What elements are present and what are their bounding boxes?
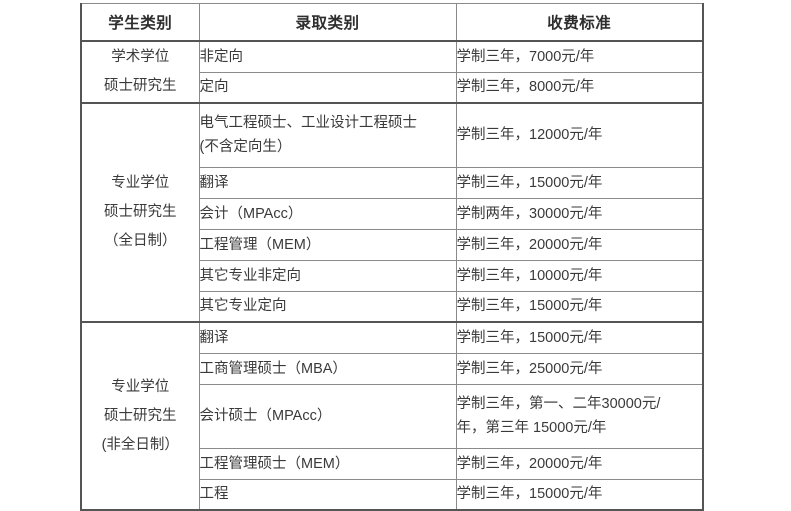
admission-category-line: 电气工程硕士、工业设计工程硕士: [199, 115, 418, 132]
student-category-cell: 专业学位硕士研究生 （全日制）: [80, 102, 200, 323]
admission-category-cell: 工程管理硕士（MEM）: [198, 447, 457, 480]
admission-category-cell: 会计（MPAcc）: [198, 197, 457, 230]
column-header-fee-standard: 收费标准: [455, 3, 704, 42]
fee-standard-cell: 学制三年，12000元/年: [455, 102, 704, 168]
admission-category-cell: 工商管理硕士（MBA）: [198, 352, 457, 385]
fee-standard-cell: 学制三年，15000元/年: [455, 290, 704, 323]
table-row: 会计硕士（MPAcc） 学制三年，第一、二年30000元/年，第三年 15000元…: [81, 383, 704, 449]
student-category-line: 硕士研究生: [104, 407, 177, 424]
student-category-cell: 专业学位硕士研究生 (非全日制）: [80, 321, 200, 511]
admission-category-cell: 翻译: [198, 166, 457, 199]
admission-category-line: 其它专业定向: [199, 298, 287, 315]
fee-standard-line: 学制三年，15000元/年: [456, 298, 603, 315]
fee-standard-cell: 学制三年，20000元/年: [455, 228, 704, 261]
fee-standard-cell: 学制三年，第一、二年30000元/年，第三年 15000元/年: [455, 383, 704, 449]
fee-standard-cell: 学制三年，10000元/年: [455, 259, 704, 292]
student-category-line: 硕士研究生: [104, 204, 177, 220]
admission-category-cell: 电气工程硕士、工业设计工程硕士 (不含定向生）: [198, 102, 457, 168]
table-row: 其它专业定向 学制三年，15000元/年: [81, 290, 704, 323]
tuition-fee-table: 学生类别 录取类别 收费标准 学术学位 硕士研究生 非定向 学制三年，7000元/年定…: [80, 3, 704, 511]
table-row: 定向 学制三年，8000元/年: [81, 71, 704, 104]
admission-category-cell: 工程: [198, 478, 457, 511]
fee-standard-cell: 学制三年，15000元/年: [455, 321, 704, 354]
table-header: 学生类别 录取类别 收费标准: [80, 3, 704, 42]
fee-standard-line: 学制三年，25000元/年: [456, 360, 603, 377]
admission-category-line: 其它专业非定向: [199, 267, 302, 284]
fee-standard-line: 学制三年，15000元/年: [456, 329, 603, 346]
admission-category-line: 工商管理硕士（MBA）: [199, 360, 347, 377]
student-category-cell: 学术学位 硕士研究生: [80, 40, 200, 104]
fee-standard-line: 学制两年，30000元/年: [456, 205, 603, 222]
student-category-line: 专业学位: [111, 378, 170, 395]
column-header-admission-category: 录取类别: [198, 3, 457, 42]
admission-category-line: 工程管理（MEM）: [199, 236, 321, 253]
student-category-line: 硕士研究生: [104, 78, 177, 94]
fee-standard-line: 学制三年，第一、二年30000元/: [456, 396, 661, 412]
admission-category-line: 翻译: [199, 174, 229, 191]
table-row: 工程管理（MEM） 学制三年，20000元/年: [81, 228, 704, 261]
fee-standard-line: 年，第三年 15000元/年: [456, 420, 607, 436]
admission-category-cell: 翻译: [198, 321, 457, 354]
student-category-line: 学术学位: [111, 49, 170, 65]
admission-category-cell: 非定向: [198, 40, 457, 73]
fee-standard-cell: 学制两年，30000元/年: [455, 197, 704, 230]
fee-standard-line: 学制三年，20000元/年: [456, 236, 603, 253]
admission-category-line: 工程管理硕士（MEM）: [199, 455, 350, 472]
admission-category-line: 翻译: [199, 329, 229, 346]
fee-standard-line: 学制三年，20000元/年: [456, 455, 603, 472]
fee-standard-line: 学制三年，15000元/年: [456, 174, 603, 191]
fee-standard-line: 学制三年，15000元/年: [456, 486, 603, 503]
fee-standard-line: 学制三年，10000元/年: [456, 267, 603, 284]
fee-standard-cell: 学制三年，7000元/年: [455, 40, 704, 73]
admission-category-line: 会计硕士（MPAcc）: [199, 408, 332, 424]
fee-standard-line: 学制三年，7000元/年: [456, 48, 595, 65]
fee-standard-cell: 学制三年，20000元/年: [455, 447, 704, 480]
admission-category-line: 工程: [199, 486, 229, 503]
fee-standard-cell: 学制三年，15000元/年: [455, 478, 704, 511]
fee-standard-cell: 学制三年，25000元/年: [455, 352, 704, 385]
student-category-line: （全日制）: [104, 233, 177, 249]
admission-category-cell: 定向: [198, 71, 457, 104]
admission-category-line: 非定向: [199, 48, 244, 65]
admission-category-line: (不含定向生）: [199, 139, 292, 156]
fee-standard-line: 学制三年，12000元/年: [456, 127, 603, 144]
admission-category-cell: 会计硕士（MPAcc）: [198, 383, 457, 449]
table-body: 学术学位 硕士研究生 非定向 学制三年，7000元/年 定向 学制三年，8000元/年 专业…: [80, 40, 704, 511]
admission-category-line: 会计（MPAcc）: [199, 205, 303, 222]
student-category-line: (非全日制）: [101, 436, 179, 453]
student-category-line: 专业学位: [111, 175, 170, 191]
header-row: 学生类别 录取类别 收费标准: [80, 3, 704, 42]
column-header-student-category: 学生类别: [80, 3, 200, 42]
table-row: 专业学位 硕士研究生 (非全日制） 翻译 学制三年，15000元/年: [80, 321, 704, 511]
admission-category-cell: 工程管理（MEM）: [198, 228, 457, 261]
table-row: 其它专业非定向 学制三年，10000元/年: [81, 259, 704, 292]
table-row: 会计（MPAcc） 学制两年，30000元/年: [81, 197, 704, 230]
fee-standard-cell: 学制三年，15000元/年: [455, 166, 704, 199]
admission-category-line: 定向: [199, 79, 229, 96]
fee-standard-line: 学制三年，8000元/年: [456, 79, 595, 96]
table-row: 专业学位硕士研究生 （全日制） 电气工程硕士、工业设计工程硕士 (不含定向生） 学制三年…: [80, 102, 704, 323]
admission-category-cell: 其它专业定向: [198, 290, 457, 323]
table-row: 工商管理硕士（MBA） 学制三年，25000元/年: [81, 352, 704, 385]
table-row: 工程管理硕士（MEM） 学制三年，20000元/年: [81, 447, 704, 480]
table-row: 学术学位 硕士研究生 非定向 学制三年，7000元/年: [80, 40, 704, 104]
admission-category-cell: 其它专业非定向: [198, 259, 457, 292]
fee-standard-cell: 学制三年，8000元/年: [455, 71, 704, 104]
